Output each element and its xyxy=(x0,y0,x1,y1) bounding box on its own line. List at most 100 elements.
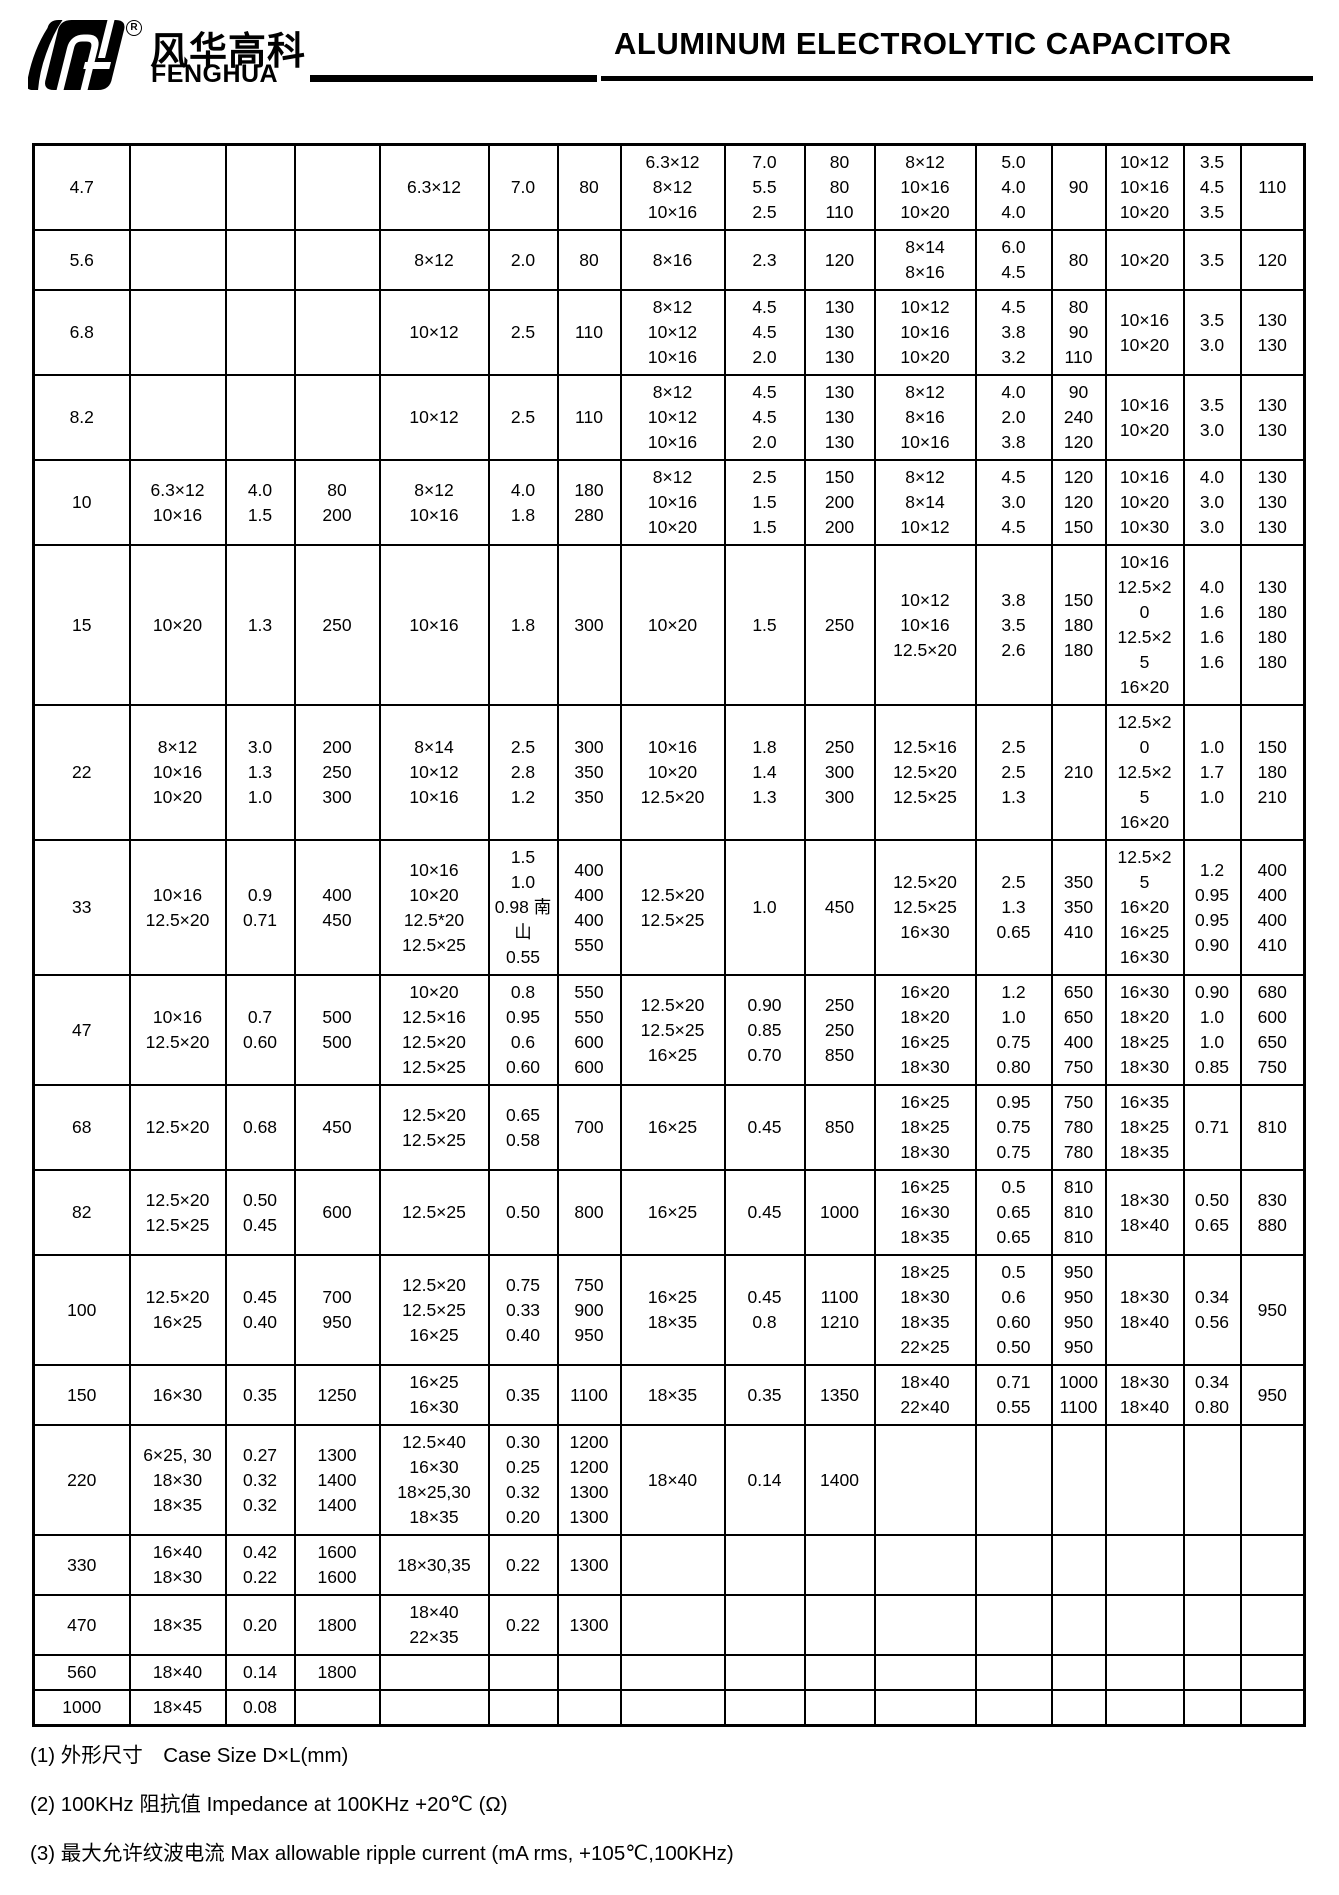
table-cell xyxy=(619,1594,726,1656)
table-row: 6.8 10×12 2.5 110 8×12 10×12 10×16 4.5 4.5 2.0 130… xyxy=(32,289,1306,376)
table-cell: 1.8 xyxy=(487,544,559,706)
logo-latin-name: FENGHUA xyxy=(151,60,279,88)
table-cell: 2.5 1.3 0.65 xyxy=(974,839,1053,976)
table-cell: 10×16 xyxy=(378,544,490,706)
table-cell: 0.35 xyxy=(723,1364,806,1426)
registered-trademark-icon: R xyxy=(126,20,142,36)
table-cell: 10×12 10×16 10×20 xyxy=(1104,143,1185,231)
header-rule-left xyxy=(310,75,597,82)
table-cell xyxy=(293,143,381,231)
table-cell: 18×40 xyxy=(619,1424,726,1536)
table-cell: 950 xyxy=(1239,1364,1306,1426)
table-cell: 3.5 3.0 xyxy=(1182,374,1242,461)
table-cell: 210 xyxy=(1050,704,1107,841)
table-cell xyxy=(224,289,296,376)
table-cell: 810 xyxy=(1239,1084,1306,1171)
table-cell: 16×25 18×25 18×30 xyxy=(873,1084,977,1171)
table-row: 330 16×40 18×30 0.42 0.22 1600 1600 18×30,35 0.2… xyxy=(32,1534,1306,1596)
table-cell xyxy=(1239,1594,1306,1656)
table-cell: 12.5×20 16×25 xyxy=(128,1254,227,1366)
table-cell: 12.5×40 16×30 18×25,30 18×35 xyxy=(378,1424,490,1536)
table-cell xyxy=(974,1534,1053,1596)
table-cell: 8×12 10×16 xyxy=(378,459,490,546)
table-cell: 8×12 10×16 10×20 xyxy=(619,459,726,546)
table-cell xyxy=(1050,1594,1107,1656)
table-cell: 250 250 850 xyxy=(803,974,876,1086)
table-cell: 16×40 18×30 xyxy=(128,1534,227,1596)
table-cell xyxy=(1239,1534,1306,1596)
table-cell: 1.0 xyxy=(723,839,806,976)
table-row: 4.7 6.3×12 7.0 80 6.3×12 8×12 10×16 7.0 5.5 2.5 80… xyxy=(32,143,1306,231)
table-cell xyxy=(378,1654,490,1691)
table-cell: 0.20 xyxy=(224,1594,296,1656)
table-cell: 180 280 xyxy=(556,459,622,546)
table-cell xyxy=(619,1689,726,1727)
table-cell xyxy=(873,1534,977,1596)
table-cell: 12.5×2 0 12.5×2 5 16×20 xyxy=(1104,704,1185,841)
table-row: 220 6×25, 30 18×30 18×35 0.27 0.32 0.32 1300 140… xyxy=(32,1424,1306,1536)
table-cell: 2.5 2.5 1.3 xyxy=(974,704,1053,841)
table-cell: 12.5×20 12.5×25 xyxy=(128,1169,227,1256)
table-row: 1000 18×45 0.08 xyxy=(32,1689,1306,1727)
table-cell xyxy=(556,1654,622,1691)
table-cell xyxy=(487,1654,559,1691)
table-cell: 2.5 2.8 1.2 xyxy=(487,704,559,841)
table-cell xyxy=(1239,1424,1306,1536)
table-cell: 1000 1100 xyxy=(1050,1364,1107,1426)
table-cell: 8×12 10×12 10×16 xyxy=(619,289,726,376)
table-cell: 18×30 18×40 xyxy=(1104,1169,1185,1256)
table-cell: 6.3×12 10×16 xyxy=(128,459,227,546)
table-cell xyxy=(803,1654,876,1691)
table-cell: 8×12 8×16 10×16 xyxy=(873,374,977,461)
table-cell xyxy=(1239,1689,1306,1727)
capacitance-cell: 330 xyxy=(32,1534,131,1596)
table-cell: 6×25, 30 18×30 18×35 xyxy=(128,1424,227,1536)
table-row: 100 12.5×20 16×25 0.45 0.40 700 950 12.5×20 12.5… xyxy=(32,1254,1306,1366)
table-cell: 300 350 350 xyxy=(556,704,622,841)
table-cell: 10×12 10×16 10×20 xyxy=(873,289,977,376)
table-cell xyxy=(1239,1654,1306,1691)
table-cell xyxy=(974,1424,1053,1536)
table-cell: 18×45 xyxy=(128,1689,227,1727)
capacitance-cell: 150 xyxy=(32,1364,131,1426)
capacitance-cell: 4.7 xyxy=(32,143,131,231)
table-cell: 16×25 xyxy=(619,1169,726,1256)
table-cell: 16×35 18×25 18×35 xyxy=(1104,1084,1185,1171)
table-cell: 7.0 5.5 2.5 xyxy=(723,143,806,231)
table-cell: 120 120 150 xyxy=(1050,459,1107,546)
table-cell: 0.30 0.25 0.32 0.20 xyxy=(487,1424,559,1536)
table-cell: 2.0 xyxy=(487,229,559,291)
table-cell: 1300 xyxy=(556,1594,622,1656)
table-cell: 8×12 10×16 10×20 xyxy=(873,143,977,231)
table-cell: 0.50 xyxy=(487,1169,559,1256)
table-cell: 80 200 xyxy=(293,459,381,546)
table-cell: 1.8 1.4 1.3 xyxy=(723,704,806,841)
table-cell: 700 950 xyxy=(293,1254,381,1366)
table-cell xyxy=(293,229,381,291)
table-cell: 0.35 xyxy=(487,1364,559,1426)
table-cell xyxy=(873,1654,977,1691)
table-cell: 4.0 1.5 xyxy=(224,459,296,546)
table-cell: 8×14 10×12 10×16 xyxy=(378,704,490,841)
table-cell: 950 xyxy=(1239,1254,1306,1366)
table-cell: 1.3 xyxy=(224,544,296,706)
table-cell: 150 180 180 xyxy=(1050,544,1107,706)
table-cell: 0.08 xyxy=(224,1689,296,1727)
table-cell xyxy=(1050,1689,1107,1727)
table-cell: 18×40 xyxy=(128,1654,227,1691)
table-cell xyxy=(803,1534,876,1596)
table-cell: 1300 xyxy=(556,1534,622,1596)
table-cell: 130 130 130 xyxy=(1239,459,1306,546)
table-cell: 0.90 1.0 1.0 0.85 xyxy=(1182,974,1242,1086)
table-cell: 110 xyxy=(556,374,622,461)
table-cell xyxy=(224,374,296,461)
table-cell: 4.5 4.5 2.0 xyxy=(723,289,806,376)
table-cell: 750 900 950 xyxy=(556,1254,622,1366)
table-cell: 0.45 xyxy=(723,1084,806,1171)
table-cell: 1300 1400 1400 xyxy=(293,1424,381,1536)
table-cell: 0.34 0.56 xyxy=(1182,1254,1242,1366)
table-cell: 3.5 xyxy=(1182,229,1242,291)
table-cell xyxy=(723,1594,806,1656)
table-cell: 18×30 18×40 xyxy=(1104,1364,1185,1426)
table-cell: 12.5×20 xyxy=(128,1084,227,1171)
